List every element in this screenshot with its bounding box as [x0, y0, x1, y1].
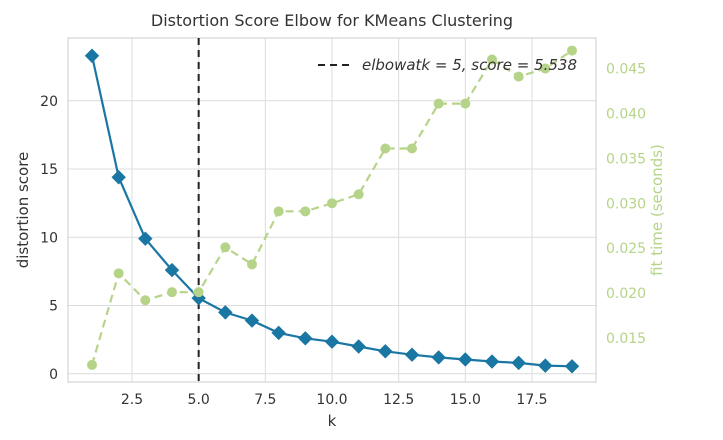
data-point	[540, 63, 551, 74]
data-point	[431, 350, 446, 365]
data-point	[327, 198, 337, 209]
data-point	[353, 189, 364, 200]
series-fit-time	[87, 45, 577, 370]
data-point	[458, 352, 473, 367]
data-point	[193, 287, 204, 298]
y2-tick-label: 0.020	[606, 286, 646, 302]
y-tick-label: 20	[40, 94, 58, 110]
x-tick-label: 7.5	[254, 392, 276, 408]
data-point	[513, 71, 524, 82]
legend-label: elbowatk = 5, score = 5.538	[362, 56, 577, 74]
y-tick-label: 5	[49, 299, 58, 315]
data-point	[220, 242, 231, 253]
data-point	[140, 295, 151, 306]
data-point	[538, 358, 553, 373]
y2-tick-label: 0.030	[606, 196, 646, 212]
data-point	[433, 98, 444, 109]
y2-tick-label: 0.025	[606, 241, 646, 257]
grid-layer	[68, 38, 596, 382]
y-tick-label: 0	[49, 367, 58, 383]
chart-title: Distortion Score Elbow for KMeans Cluste…	[151, 11, 513, 30]
data-point	[244, 313, 260, 328]
data-point	[113, 268, 124, 279]
data-point	[84, 48, 100, 63]
data-point	[273, 206, 284, 217]
series-distortion	[84, 48, 580, 374]
y2-tick-label: 0.045	[606, 62, 646, 78]
legend: elbowatk = 5, score = 5.538	[318, 56, 577, 74]
data-point	[378, 344, 393, 359]
y2-axis-title: fit time (seconds)	[648, 144, 666, 276]
plot-border	[67, 37, 597, 383]
x-tick-label: 17.5	[516, 392, 547, 408]
data-point	[218, 305, 233, 320]
x-tick-label: 2.5	[121, 392, 143, 408]
x-tick-label: 12.5	[383, 392, 414, 408]
x-axis-title: k	[328, 412, 337, 430]
data-point	[487, 54, 497, 65]
data-point	[567, 45, 577, 56]
data-point	[404, 347, 420, 362]
data-point	[87, 359, 97, 370]
axis-layer: 2.5 5.0 7.5 10.0 12.5 15.0 17.5 0 5 10 15 20 0.015 0.…	[40, 62, 646, 408]
data-point	[247, 259, 257, 270]
data-point	[167, 287, 177, 298]
data-point	[460, 98, 471, 109]
data-point	[484, 354, 500, 369]
data-point	[271, 325, 286, 341]
data-point	[380, 143, 391, 154]
data-point	[324, 334, 340, 349]
y2-tick-label: 0.040	[606, 106, 646, 122]
data-point	[298, 331, 313, 346]
data-point	[111, 170, 126, 185]
y2-tick-label: 0.035	[606, 151, 646, 167]
data-point	[564, 359, 580, 374]
data-point	[407, 143, 417, 154]
data-point	[300, 206, 311, 217]
y-axis-title: distortion score	[14, 152, 32, 269]
data-point	[351, 339, 366, 354]
y-tick-label: 10	[40, 230, 58, 246]
x-tick-label: 5.0	[188, 392, 210, 408]
series-layer	[84, 45, 580, 374]
data-point	[164, 262, 180, 278]
data-point	[511, 355, 526, 371]
y-tick-label: 15	[40, 162, 58, 178]
y2-tick-label: 0.015	[606, 331, 646, 347]
data-point	[138, 231, 153, 246]
x-tick-label: 10.0	[316, 392, 347, 408]
plot-frame	[67, 37, 597, 383]
x-tick-label: 15.0	[450, 392, 481, 408]
